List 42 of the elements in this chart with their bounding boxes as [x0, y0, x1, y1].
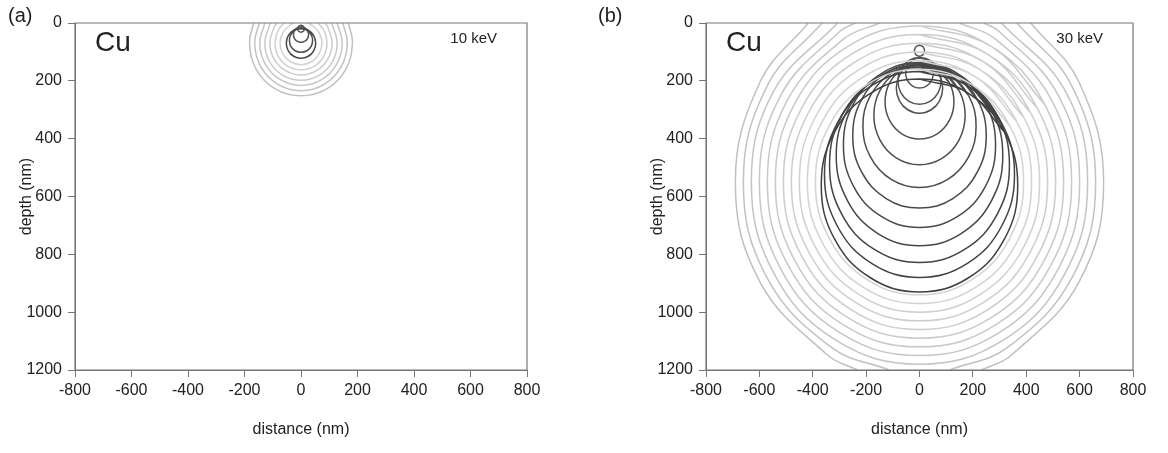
x-tick-label: 200 — [344, 381, 371, 399]
x-tick-label: -200 — [850, 381, 883, 399]
y-tick-label: 1000 — [657, 302, 694, 320]
x-tick-label: 800 — [1119, 381, 1147, 399]
y-tick-label: 1200 — [26, 360, 63, 378]
x-tick-label: -400 — [796, 381, 829, 399]
y-tick-label: 600 — [666, 186, 694, 204]
x-tick-label: 200 — [959, 381, 987, 399]
chart-title: (b) — [598, 3, 623, 26]
y-axis-title: depth (nm) — [17, 157, 35, 236]
annotation: Cu — [726, 25, 762, 57]
y-tick-label: 0 — [53, 13, 63, 31]
annotation: 10 keV — [450, 28, 497, 46]
y-tick-label: 400 — [35, 129, 63, 147]
y-tick-label: 600 — [35, 186, 63, 204]
annotation: 30 keV — [1056, 28, 1103, 46]
x-tick-label: -800 — [58, 381, 92, 399]
y-axis-title: depth (nm) — [648, 157, 666, 236]
x-axis-title: distance (nm) — [252, 419, 350, 437]
x-tick-label: -400 — [171, 381, 205, 399]
x-tick-label: 400 — [400, 381, 428, 399]
y-tick-label: 1000 — [26, 302, 63, 320]
x-tick-label: -800 — [689, 381, 723, 399]
x-tick-label: 800 — [513, 381, 541, 399]
x-tick-label: -600 — [115, 381, 148, 399]
y-tick-label: 200 — [666, 71, 694, 89]
x-axis-title: distance (nm) — [871, 419, 968, 437]
x-tick-label: 600 — [1066, 381, 1094, 399]
x-tick-label: 600 — [457, 381, 484, 399]
y-tick-label: 400 — [666, 129, 694, 147]
x-tick-label: 400 — [1012, 381, 1040, 399]
x-tick-label: -200 — [228, 381, 261, 399]
y-tick-label: 800 — [666, 244, 694, 262]
x-tick-label: 0 — [296, 381, 306, 399]
y-tick-label: 1200 — [657, 360, 694, 378]
annotation: Cu — [95, 25, 131, 57]
y-tick-label: 0 — [684, 13, 694, 31]
chart-title: (a) — [8, 3, 33, 26]
y-tick-label: 200 — [35, 71, 63, 89]
y-tick-label: 800 — [35, 244, 63, 262]
x-tick-label: 0 — [915, 381, 925, 399]
x-tick-label: -600 — [743, 381, 776, 399]
